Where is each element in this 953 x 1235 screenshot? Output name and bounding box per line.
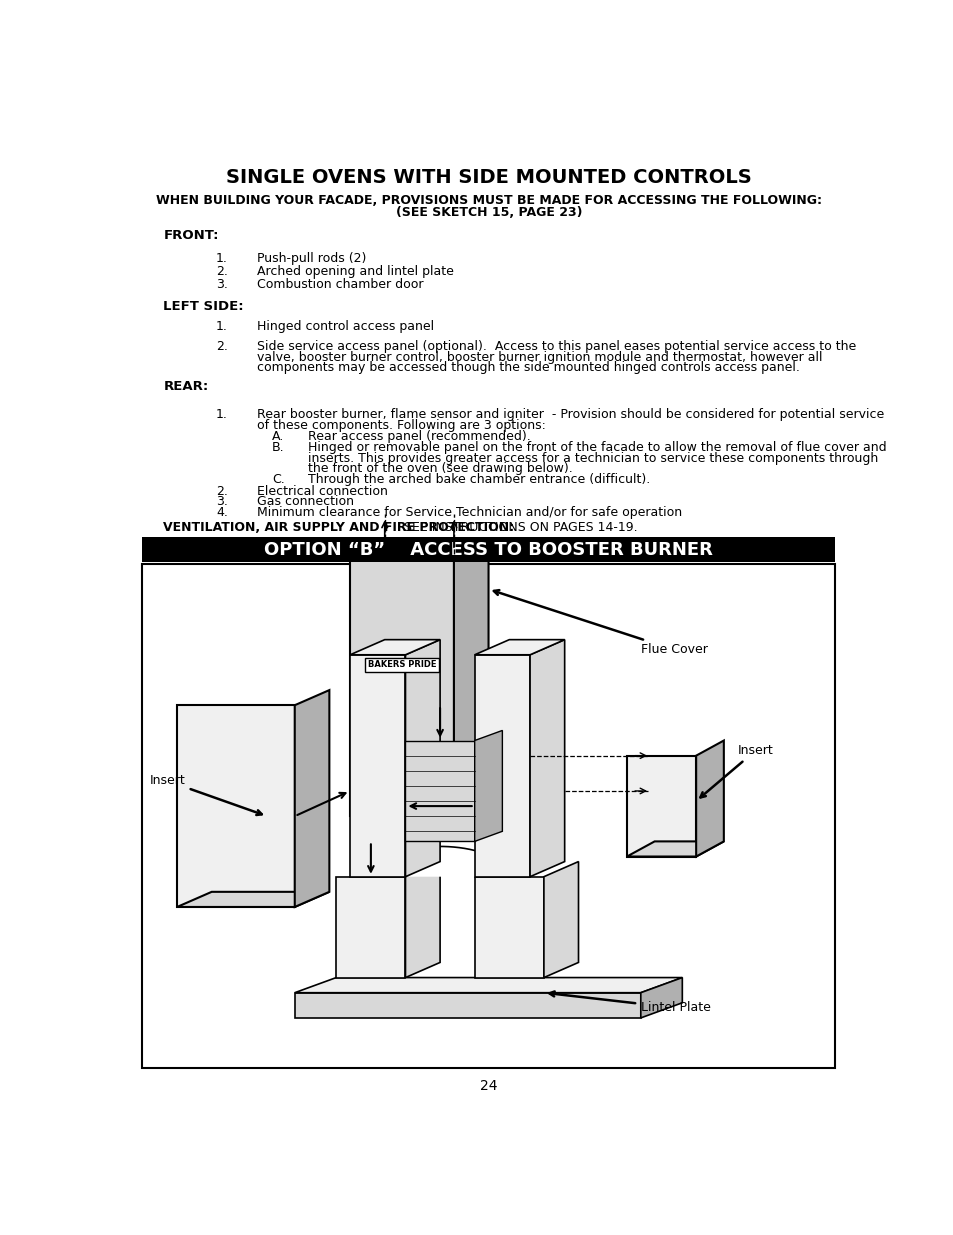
Polygon shape: [475, 730, 502, 841]
Text: FRONT:: FRONT:: [163, 228, 218, 242]
Polygon shape: [543, 862, 578, 978]
Bar: [142, 564, 834, 1068]
Polygon shape: [177, 705, 294, 906]
Text: 2.: 2.: [216, 484, 228, 498]
Text: Rear booster burner, flame sensor and igniter  - Provision should be considered : Rear booster burner, flame sensor and ig…: [257, 409, 883, 421]
Text: Insert: Insert: [700, 745, 773, 798]
Polygon shape: [475, 640, 564, 655]
Text: Through the arched bake chamber entrance (difficult).: Through the arched bake chamber entrance…: [307, 473, 649, 487]
Text: valve, booster burner control, booster burner ignition module and thermostat, ho: valve, booster burner control, booster b…: [257, 351, 821, 364]
Polygon shape: [405, 862, 439, 978]
Polygon shape: [454, 538, 488, 816]
Polygon shape: [294, 690, 329, 906]
Text: Hinged or removable panel on the front of the facade to allow the removal of flu: Hinged or removable panel on the front o…: [307, 441, 885, 453]
Polygon shape: [405, 741, 475, 841]
Text: 3.: 3.: [216, 495, 228, 509]
Polygon shape: [335, 877, 405, 978]
Text: inserts. This provides greater access for a technician to service these componen: inserts. This provides greater access fo…: [307, 452, 877, 464]
Polygon shape: [530, 640, 564, 877]
Text: 4.: 4.: [216, 506, 228, 519]
Text: Flue Cover: Flue Cover: [494, 590, 707, 656]
Text: components may be accessed though the side mounted hinged controls access panel.: components may be accessed though the si…: [257, 362, 800, 374]
Polygon shape: [350, 555, 454, 816]
Polygon shape: [294, 978, 681, 993]
Polygon shape: [475, 877, 543, 978]
Polygon shape: [294, 993, 640, 1018]
Text: SINGLE OVENS WITH SIDE MOUNTED CONTROLS: SINGLE OVENS WITH SIDE MOUNTED CONTROLS: [226, 168, 751, 186]
Text: Lintel Plate: Lintel Plate: [549, 992, 710, 1014]
Text: 2.: 2.: [216, 340, 228, 353]
Bar: [142, 537, 834, 562]
Text: Minimum clearance for Service Technician and/or for safe operation: Minimum clearance for Service Technician…: [257, 506, 681, 519]
Text: Electrical connection: Electrical connection: [257, 484, 388, 498]
Text: Insert: Insert: [150, 774, 261, 815]
Polygon shape: [626, 756, 696, 857]
Text: the front of the oven (see drawing below).: the front of the oven (see drawing below…: [307, 462, 572, 475]
Polygon shape: [371, 846, 509, 877]
Text: Gas connection: Gas connection: [257, 495, 354, 509]
Polygon shape: [350, 655, 405, 877]
Polygon shape: [405, 640, 439, 877]
Text: Side service access panel (optional).  Access to this panel eases potential serv: Side service access panel (optional). Ac…: [257, 340, 856, 353]
Polygon shape: [350, 640, 439, 655]
Text: WHEN BUILDING YOUR FACADE, PROVISIONS MUST BE MADE FOR ACCESSING THE FOLLOWING:: WHEN BUILDING YOUR FACADE, PROVISIONS MU…: [155, 194, 821, 207]
Text: 1.: 1.: [216, 409, 228, 421]
Text: A.: A.: [272, 430, 284, 443]
Text: 1.: 1.: [216, 252, 228, 264]
Text: SEE INSTRUCTIONS ON PAGES 14-19.: SEE INSTRUCTIONS ON PAGES 14-19.: [399, 521, 637, 534]
Polygon shape: [475, 655, 530, 877]
Polygon shape: [177, 892, 329, 906]
Text: Hinged control access panel: Hinged control access panel: [257, 320, 434, 333]
Text: B.: B.: [272, 441, 284, 453]
Text: Push-pull rods (2): Push-pull rods (2): [257, 252, 366, 264]
Text: 24: 24: [479, 1079, 497, 1093]
Text: BAKERS PRIDE: BAKERS PRIDE: [368, 661, 436, 669]
Text: Combustion chamber door: Combustion chamber door: [257, 278, 423, 291]
Text: 1.: 1.: [216, 320, 228, 333]
Polygon shape: [626, 841, 723, 857]
Polygon shape: [696, 741, 723, 857]
Text: Arched opening and lintel plate: Arched opening and lintel plate: [257, 264, 454, 278]
Text: OPTION “B”    ACCESS TO BOOSTER BURNER: OPTION “B” ACCESS TO BOOSTER BURNER: [264, 541, 713, 558]
Text: VENTILATION, AIR SUPPLY AND FIRE PROTECTION:: VENTILATION, AIR SUPPLY AND FIRE PROTECT…: [163, 521, 514, 534]
Text: REAR:: REAR:: [163, 380, 209, 394]
Polygon shape: [640, 978, 681, 1018]
Text: Rear access panel (recommended).: Rear access panel (recommended).: [307, 430, 530, 443]
Text: 3.: 3.: [216, 278, 228, 291]
Text: of these components. Following are 3 options:: of these components. Following are 3 opt…: [257, 419, 545, 432]
Text: (SEE SKETCH 15, PAGE 23): (SEE SKETCH 15, PAGE 23): [395, 205, 581, 219]
Text: 2.: 2.: [216, 264, 228, 278]
Text: C.: C.: [272, 473, 284, 487]
Text: LEFT SIDE:: LEFT SIDE:: [163, 300, 244, 312]
